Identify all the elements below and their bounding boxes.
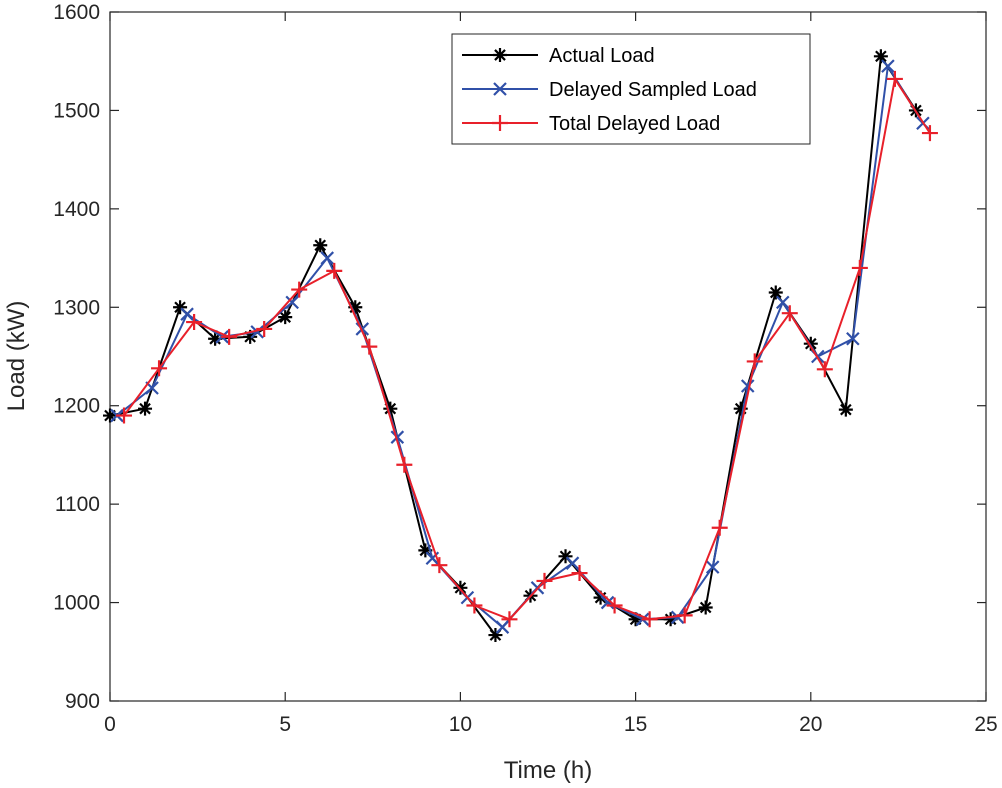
data-point bbox=[173, 300, 188, 315]
data-point bbox=[606, 597, 623, 614]
y-tick-label: 1400 bbox=[53, 198, 100, 221]
legend: Actual Load Delayed Sampled Load Total Del… bbox=[451, 33, 811, 145]
data-point bbox=[803, 336, 818, 351]
data-point bbox=[740, 379, 755, 393]
data-point bbox=[326, 262, 343, 279]
data-point bbox=[641, 611, 658, 628]
legend-label: Delayed Sampled Load bbox=[549, 79, 757, 101]
data-point bbox=[873, 49, 888, 64]
data-point bbox=[571, 565, 588, 582]
data-point bbox=[775, 295, 790, 310]
y-tick-label: 1200 bbox=[53, 395, 100, 418]
data-point bbox=[838, 402, 853, 417]
data-point bbox=[361, 338, 378, 355]
series-layer bbox=[103, 49, 938, 643]
data-point bbox=[670, 610, 685, 625]
legend-marker bbox=[493, 82, 507, 96]
legend-label: Total Delayed Load bbox=[549, 113, 720, 135]
legend-entry: Total Delayed Load bbox=[462, 113, 720, 135]
data-point bbox=[278, 310, 293, 325]
data-point bbox=[593, 590, 608, 605]
data-point bbox=[846, 332, 860, 346]
y-tick-label: 1100 bbox=[55, 493, 100, 516]
x-tick-label: 10 bbox=[449, 713, 472, 736]
data-point bbox=[565, 556, 580, 570]
data-point bbox=[431, 557, 448, 574]
data-point bbox=[886, 70, 903, 87]
data-point bbox=[243, 329, 258, 344]
y-tick-label: 1600 bbox=[53, 1, 100, 24]
data-point bbox=[488, 628, 503, 643]
data-point bbox=[313, 238, 328, 253]
data-point bbox=[103, 408, 117, 423]
series-total-delayed-load bbox=[116, 70, 938, 628]
data-point bbox=[558, 549, 573, 564]
data-point bbox=[676, 607, 693, 624]
data-point bbox=[628, 612, 643, 627]
data-point bbox=[221, 328, 238, 345]
data-point bbox=[495, 620, 510, 634]
legend-entry: Delayed Sampled Load bbox=[462, 79, 757, 101]
legend-marker bbox=[492, 115, 508, 131]
data-point bbox=[396, 456, 413, 473]
data-point bbox=[383, 401, 398, 416]
data-point bbox=[851, 259, 868, 276]
data-point bbox=[781, 305, 798, 322]
data-point bbox=[768, 285, 783, 300]
data-point bbox=[466, 597, 483, 614]
data-point bbox=[816, 361, 833, 378]
data-point bbox=[180, 307, 194, 321]
data-point bbox=[116, 407, 133, 424]
data-point bbox=[536, 572, 553, 589]
series-line bbox=[123, 77, 931, 621]
x-tick-label: 15 bbox=[624, 713, 647, 736]
data-point bbox=[711, 519, 728, 536]
data-point bbox=[320, 251, 335, 265]
y-tick-label: 1300 bbox=[53, 296, 100, 319]
legend-label: Actual Load bbox=[549, 45, 655, 67]
data-point bbox=[285, 295, 299, 310]
data-point bbox=[348, 300, 363, 315]
data-point bbox=[501, 611, 518, 628]
x-tick-label: 5 bbox=[279, 713, 291, 736]
data-point bbox=[705, 560, 720, 574]
data-point bbox=[453, 580, 468, 595]
x-tick-label: 20 bbox=[799, 713, 822, 736]
data-point bbox=[733, 401, 748, 416]
x-tick-label: 0 bbox=[104, 713, 116, 736]
data-point bbox=[746, 353, 763, 370]
x-axis-title: Time (h) bbox=[504, 757, 592, 784]
x-tick-label: 25 bbox=[974, 713, 997, 736]
data-point bbox=[390, 430, 405, 444]
axis-ticks: 0 5 10 15 20 25 900 1000 1100 1200 1300 1400 1500 160… bbox=[53, 1, 997, 736]
y-tick-label: 1500 bbox=[53, 99, 100, 122]
legend-entry: Actual Load bbox=[462, 45, 655, 67]
y-axis-title: Load (kW) bbox=[3, 301, 30, 412]
data-point bbox=[881, 59, 895, 73]
data-point bbox=[921, 125, 938, 142]
data-point bbox=[698, 600, 713, 615]
y-tick-label: 1000 bbox=[53, 592, 100, 615]
data-point bbox=[256, 320, 273, 337]
data-point bbox=[291, 281, 308, 298]
data-point bbox=[663, 612, 678, 627]
y-tick-label: 900 bbox=[65, 690, 100, 713]
data-point bbox=[418, 543, 433, 558]
legend-marker bbox=[493, 48, 507, 62]
data-point bbox=[186, 314, 203, 331]
data-point bbox=[138, 401, 153, 416]
data-point bbox=[151, 360, 168, 377]
data-point bbox=[208, 331, 223, 346]
